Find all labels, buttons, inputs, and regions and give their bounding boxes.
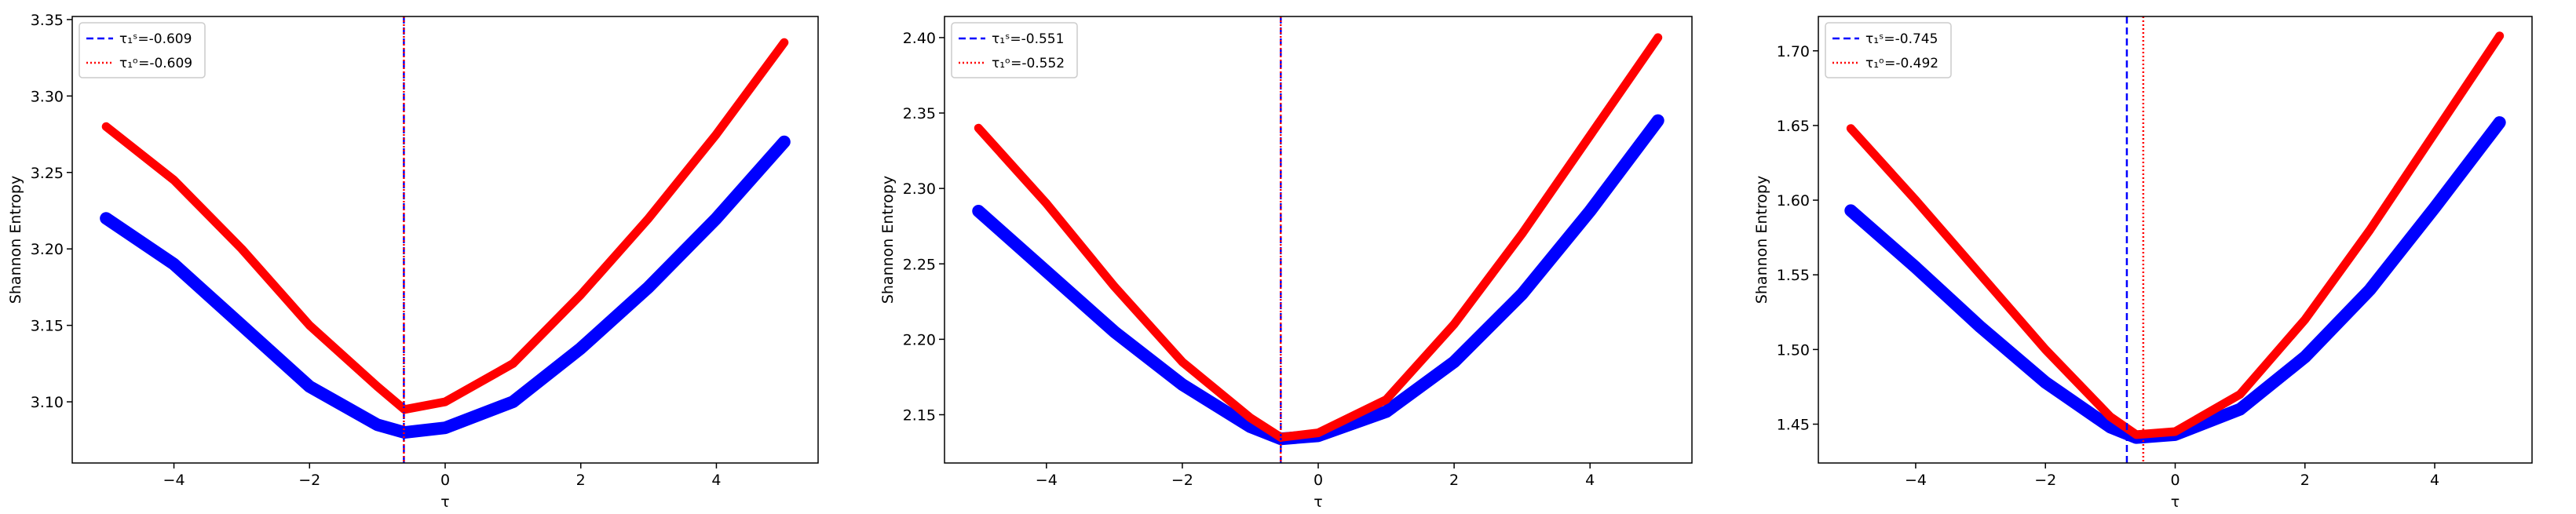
y-tick-label: 2.30 [903, 180, 936, 198]
legend-box [1825, 22, 1952, 78]
series-line [974, 33, 1663, 442]
y-tick-label: 1.55 [1777, 267, 1810, 284]
series-line [101, 38, 789, 414]
x-tick-label: 4 [2430, 472, 2439, 489]
y-tick-label: 3.15 [31, 318, 64, 335]
y-tick-label: 2.20 [903, 331, 936, 348]
y-tick-label: 3.10 [31, 394, 64, 411]
y-tick-label: 3.35 [31, 12, 64, 29]
x-axis-label: τ [1314, 494, 1322, 511]
axes-frame [71, 16, 819, 464]
x-tick-label: −4 [1036, 472, 1058, 489]
legend-label: τ₁ᵒ=-0.609 [119, 56, 192, 71]
legend-label: τ₁ᵒ=-0.492 [1865, 56, 1938, 71]
y-tick-label: 2.25 [903, 256, 936, 273]
axes-frame [944, 16, 1693, 464]
plot-area [1818, 16, 2532, 463]
series-line [1846, 31, 2505, 439]
y-tick-label: 3.20 [31, 241, 64, 258]
y-axis-label: Shannon Entropy [7, 176, 24, 304]
y-axis-label: Shannon Entropy [1753, 176, 1770, 304]
x-tick-label: −2 [298, 472, 320, 489]
x-axis-label: τ [440, 494, 449, 511]
y-tick-label: 2.35 [903, 105, 936, 122]
y-axis-label: Shannon Entropy [879, 176, 897, 304]
legend: τ₁ˢ=-0.745 τ₁ᵒ=-0.492 [1825, 22, 1952, 78]
plot-area [72, 16, 818, 463]
legend-box [79, 22, 206, 78]
x-tick-label: 2 [2300, 472, 2310, 489]
legend-box [951, 22, 1078, 78]
y-tick-label: 1.65 [1777, 118, 1810, 135]
y-tick-label: 1.60 [1777, 192, 1810, 210]
x-tick-label: 4 [711, 472, 721, 489]
x-tick-label: −4 [1905, 472, 1927, 489]
x-tick-label: 2 [576, 472, 586, 489]
x-tick-label: −4 [163, 472, 185, 489]
y-tick-label: 2.15 [903, 406, 936, 424]
x-tick-label: 0 [1314, 472, 1323, 489]
axes-frame [1818, 16, 2533, 464]
y-tick-label: 2.40 [903, 30, 936, 47]
legend-label: τ₁ˢ=-0.609 [119, 31, 192, 47]
x-tick-label: −2 [1171, 472, 1193, 489]
y-tick-label: 3.30 [31, 88, 64, 105]
plot-area [945, 16, 1692, 463]
legend: τ₁ˢ=-0.609 τ₁ᵒ=-0.609 [79, 22, 206, 78]
series-line [100, 135, 791, 439]
x-tick-label: 0 [2170, 472, 2180, 489]
x-tick-label: −2 [2034, 472, 2056, 489]
legend-label: τ₁ᵒ=-0.552 [992, 56, 1065, 71]
x-tick-label: 0 [440, 472, 450, 489]
y-tick-label: 1.45 [1777, 417, 1810, 434]
y-tick-label: 1.70 [1777, 43, 1810, 60]
x-tick-label: 2 [1449, 472, 1459, 489]
x-tick-label: 4 [1585, 472, 1595, 489]
legend-label: τ₁ˢ=-0.745 [1865, 31, 1938, 47]
y-tick-label: 1.50 [1777, 341, 1810, 359]
legend: τ₁ˢ=-0.551 τ₁ᵒ=-0.552 [951, 22, 1078, 78]
y-tick-label: 3.25 [31, 165, 64, 182]
legend-label: τ₁ˢ=-0.551 [992, 31, 1064, 47]
x-axis-label: τ [2171, 494, 2180, 511]
